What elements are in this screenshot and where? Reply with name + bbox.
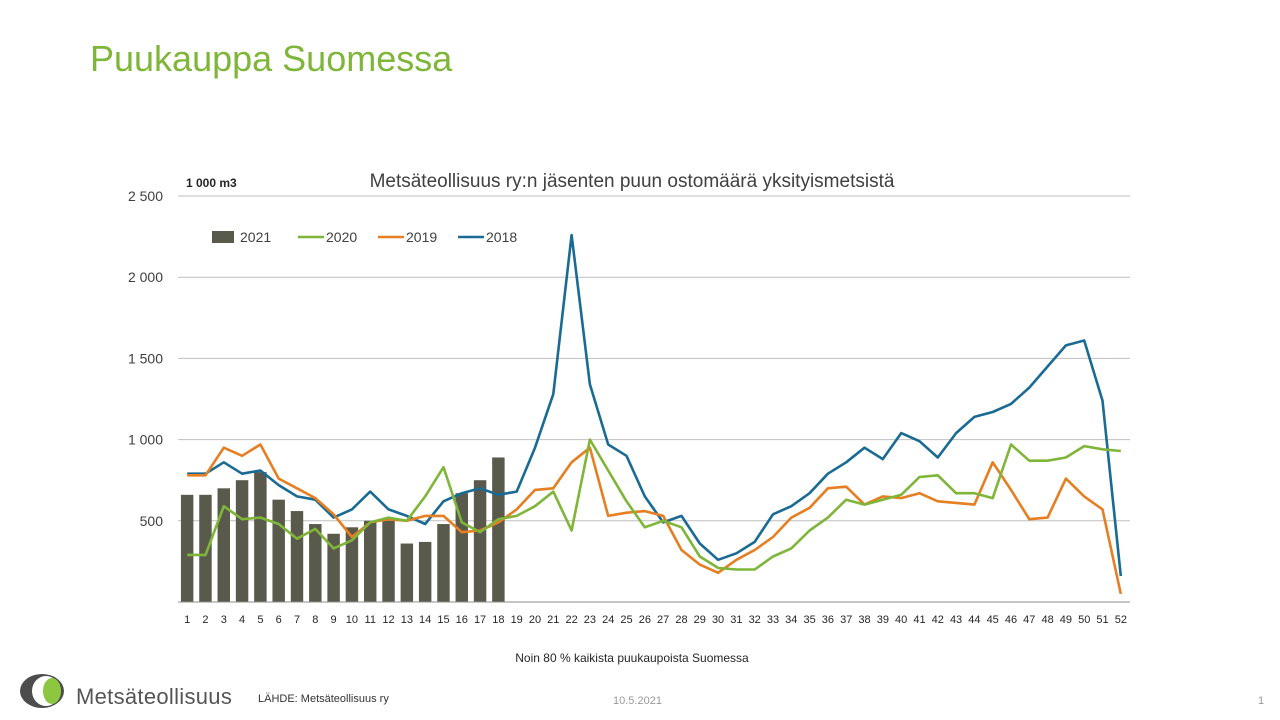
bar-2021 (254, 472, 267, 602)
source-note: LÄHDE: Metsäteollisuus ry (258, 693, 389, 705)
x-tick-label: 19 (511, 614, 523, 626)
x-tick-label: 7 (294, 614, 300, 626)
x-tick-label: 4 (239, 614, 245, 626)
bar-series-2021 (180, 457, 505, 602)
chart-title: Metsäteollisuus ry:n jäsenten puun ostom… (370, 171, 895, 192)
chart-grid (178, 195, 1130, 522)
x-tick-label: 52 (1115, 614, 1127, 626)
x-tick-label: 17 (474, 614, 486, 626)
x-tick-label: 30 (712, 614, 724, 626)
bar-2021 (180, 494, 194, 602)
x-tick-label: 50 (1078, 614, 1090, 626)
legend-label-2020: 2020 (326, 229, 357, 245)
bar-2021 (364, 520, 377, 602)
x-tick-label: 31 (730, 614, 742, 626)
bar-2021 (473, 480, 487, 602)
line-2019 (187, 443, 1123, 595)
x-tick-label: 24 (602, 614, 614, 626)
bar-2021 (235, 480, 249, 602)
x-tick-label: 40 (895, 614, 907, 626)
bar-2021 (199, 494, 212, 602)
x-tick-label: 14 (419, 614, 431, 626)
x-tick-label: 18 (492, 614, 504, 626)
x-axis-tick-labels: 1 2 3 4 5 6 7 8 9 10 11 12 13 14 15 16 17 18 19 20 21 22 23 24 2… (184, 614, 1127, 626)
x-tick-label: 35 (803, 614, 815, 626)
bar-2021 (382, 520, 395, 602)
line-2018 (187, 233, 1123, 577)
x-tick-label: 43 (950, 614, 962, 626)
x-tick-label: 51 (1096, 614, 1108, 626)
x-tick-label: 41 (913, 614, 925, 626)
x-tick-label: 12 (382, 614, 394, 626)
page-number: 1 (1258, 695, 1265, 707)
legend-label-2019: 2019 (406, 229, 437, 245)
x-tick-label: 49 (1060, 614, 1072, 626)
x-tick-label: 3 (221, 614, 227, 626)
x-tick-label: 29 (694, 614, 706, 626)
legend-swatch-2021 (212, 231, 234, 243)
bar-2021 (418, 541, 432, 602)
brand-logo-icon (20, 674, 64, 708)
line-2020 (187, 438, 1121, 571)
x-tick-label: 11 (365, 614, 376, 626)
x-tick-label: 48 (1041, 614, 1053, 626)
x-axis-label: Noin 80 % kaikista puukaupoista Suomessa (515, 651, 749, 665)
x-tick-label: 28 (675, 614, 687, 626)
slide-title: Puukauppa Suomessa (90, 38, 453, 79)
x-tick-label: 20 (529, 614, 541, 626)
x-tick-label: 25 (620, 614, 632, 626)
x-tick-label: 10 (346, 614, 358, 626)
legend-label-2018: 2018 (486, 229, 517, 245)
bar-2021 (455, 493, 468, 602)
bar-2021 (492, 457, 505, 602)
x-tick-label: 22 (565, 614, 577, 626)
x-tick-label: 6 (276, 614, 282, 626)
legend-label-2021: 2021 (240, 229, 271, 245)
x-tick-label: 42 (932, 614, 944, 626)
x-tick-label: 23 (584, 614, 596, 626)
x-tick-label: 39 (877, 614, 889, 626)
bar-2021 (437, 524, 450, 602)
x-tick-label: 21 (547, 614, 559, 626)
x-tick-label: 46 (1005, 614, 1017, 626)
y-tick-label: 2 000 (128, 269, 163, 285)
x-tick-label: 45 (987, 614, 999, 626)
x-tick-label: 2 (202, 614, 208, 626)
brand-name: Metsäteollisuus (76, 684, 233, 709)
bar-2021 (309, 524, 322, 602)
line-series (187, 233, 1123, 595)
bar-2021 (400, 543, 414, 602)
slide-date: 10.5.2021 (613, 695, 662, 707)
x-tick-label: 38 (858, 614, 870, 626)
x-tick-label: 27 (657, 614, 669, 626)
x-tick-label: 26 (639, 614, 651, 626)
x-tick-label: 34 (785, 614, 797, 626)
x-tick-label: 37 (840, 614, 852, 626)
x-tick-label: 16 (456, 614, 468, 626)
legend: 2021 2020 2019 2018 (212, 229, 517, 245)
x-tick-label: 9 (331, 614, 337, 626)
x-tick-label: 13 (401, 614, 413, 626)
y-tick-label: 1 000 (128, 432, 163, 448)
y-axis-tick-labels: 500 1 000 1 500 2 000 2 500 (128, 188, 163, 529)
bar-2021 (290, 511, 304, 602)
unit-label: 1 000 m3 (186, 176, 237, 190)
x-tick-label: 1 (184, 614, 190, 626)
y-tick-label: 2 500 (128, 188, 163, 204)
x-tick-label: 15 (437, 614, 449, 626)
x-tick-label: 47 (1023, 614, 1035, 626)
y-tick-label: 1 500 (128, 350, 163, 366)
bar-2021 (272, 499, 285, 602)
x-tick-label: 8 (312, 614, 318, 626)
x-tick-label: 32 (749, 614, 761, 626)
bar-2021 (327, 533, 340, 602)
y-tick-label: 500 (140, 513, 164, 529)
bar-2021 (345, 527, 359, 602)
x-tick-label: 44 (968, 614, 980, 626)
x-tick-label: 5 (257, 614, 263, 626)
x-tick-label: 33 (767, 614, 779, 626)
x-tick-label: 36 (822, 614, 834, 626)
